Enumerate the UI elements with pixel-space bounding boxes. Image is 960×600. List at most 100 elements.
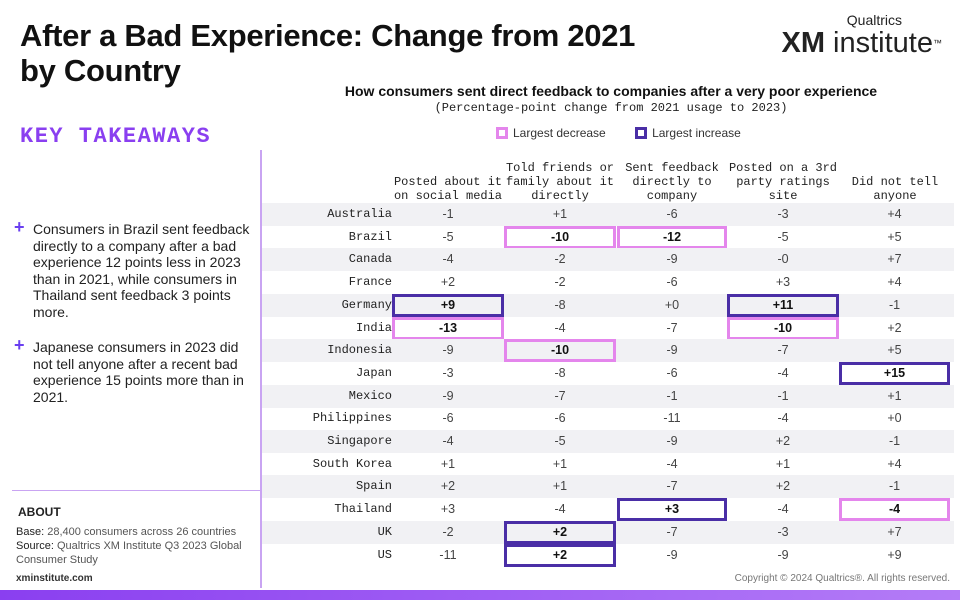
column-header: Told friends or family about it directly: [505, 161, 615, 203]
value-cell: -6: [554, 411, 566, 426]
value-cell: +1: [552, 479, 568, 494]
value-cell: +1: [775, 456, 791, 471]
column-header: Sent feedback directly to company: [625, 161, 719, 203]
logo-xm-institute-text: XM institute™: [772, 28, 942, 58]
value-cell: -1: [888, 434, 901, 448]
plus-icon: +: [14, 217, 25, 237]
value-cell-largest-increase: +2: [504, 543, 616, 567]
takeaway-text: Consumers in Brazil sent feedback direct…: [33, 221, 250, 320]
value-cell: +5: [887, 229, 902, 244]
country-label: Australia: [327, 207, 392, 221]
legend-largest-increase: Largest increase: [635, 126, 741, 140]
country-label: Thailand: [334, 502, 392, 517]
chart-subtitle: (Percentage-point change from 2021 usage…: [434, 101, 788, 115]
value-cell: -4: [666, 456, 678, 471]
table-row: Canada -4 -2 -9 -0 +7: [262, 248, 954, 272]
value-cell: -7: [666, 479, 678, 494]
logo-qualtrics-text: Qualtrics: [846, 12, 902, 28]
value-cell-largest-decrease: -13: [392, 316, 504, 340]
table-row: Mexico -9 -7 -1 -1 +1: [262, 384, 954, 408]
value-cell: -11: [439, 547, 457, 562]
copyright-text: Copyright © 2024 Qualtrics®. All rights …: [734, 573, 950, 584]
value-cell: -8: [554, 365, 566, 380]
about-source-text: Qualtrics XM Institute Q3 2023 Global Co…: [16, 540, 242, 566]
value-cell: -2: [554, 275, 566, 290]
value-cell: +4: [887, 456, 902, 471]
country-label: Indonesia: [327, 343, 392, 358]
table-row: Spain +2 +1 -7 +2 -1: [262, 475, 954, 499]
value-cell: -6: [442, 411, 454, 426]
about-base: Base: 28,400 consumers across 26 countri…: [16, 526, 260, 540]
value-cell: -7: [777, 343, 789, 358]
table-row: India -13 -4 -7 -10 +2: [262, 316, 954, 340]
value-cell: -9: [666, 547, 678, 562]
value-cell-largest-decrease: -10: [727, 316, 839, 340]
logo-trademark: ™: [933, 38, 942, 48]
page-title: After a Bad Experience: Change from 2021…: [20, 18, 636, 88]
value-cell: -2: [442, 524, 454, 539]
value-cell: +1: [887, 388, 902, 403]
takeaway-item: + Japanese consumers in 2023 did not tel…: [14, 335, 250, 405]
takeaway-text: Japanese consumers in 2023 did not tell …: [33, 339, 244, 405]
value-cell: +2: [887, 320, 902, 335]
value-cell: -3: [777, 524, 789, 539]
value-cell: -4: [442, 434, 454, 448]
value-cell-largest-decrease: -10: [504, 339, 616, 363]
column-header: Posted about it on social media: [393, 175, 503, 203]
column-header: Did not tell anyone: [851, 175, 939, 203]
value-cell: +1: [440, 456, 456, 471]
about-source-label: Source:: [16, 540, 54, 552]
table-row: Indonesia -9 -10 -9 -7 +5: [262, 339, 954, 363]
value-cell: -4: [554, 502, 566, 517]
country-label: Philippines: [312, 411, 392, 426]
value-cell: +2: [775, 479, 791, 494]
value-cell: -1: [666, 388, 678, 403]
value-cell: +0: [887, 411, 902, 426]
bottom-accent-bar: [0, 590, 960, 600]
country-label: Canada: [348, 252, 392, 267]
plus-icon: +: [14, 335, 25, 355]
value-cell: -3: [442, 365, 454, 380]
value-cell: -4: [777, 411, 789, 426]
value-cell: +2: [440, 479, 456, 494]
value-cell: -6: [666, 207, 678, 221]
xminstitute-link[interactable]: xminstitute.com: [16, 573, 93, 584]
value-cell: -6: [666, 275, 678, 290]
value-cell: -0: [777, 252, 789, 267]
value-cell: -7: [554, 388, 566, 403]
country-label: Singapore: [327, 434, 392, 448]
column-header: Posted on a 3rd party ratings site: [728, 161, 838, 203]
value-cell: -1: [777, 388, 789, 403]
about-source: Source: Qualtrics XM Institute Q3 2023 G…: [16, 540, 260, 567]
value-cell: +7: [887, 524, 902, 539]
about-base-text: 28,400 consumers across 26 countries: [47, 526, 237, 538]
key-takeaways-heading: KEY TAKEAWAYS: [20, 124, 212, 149]
value-cell: +0: [664, 297, 680, 312]
legend-label: Largest decrease: [513, 126, 606, 140]
value-cell: -6: [666, 365, 678, 380]
value-cell: -4: [442, 252, 454, 267]
table-row: South Korea +1 +1 -4 +1 +4: [262, 453, 954, 476]
value-cell-largest-increase: +15: [839, 361, 950, 385]
country-label: Brazil: [348, 229, 392, 244]
table-row: Singapore -4 -5 -9 +2 -1: [262, 430, 954, 453]
about-base-label: Base:: [16, 526, 45, 538]
qualtrics-xm-institute-logo: Qualtrics XM institute™: [772, 12, 942, 58]
value-cell: +2: [440, 275, 456, 290]
country-label: Japan: [355, 365, 392, 380]
legend-largest-decrease: Largest decrease: [496, 126, 606, 140]
table-row: UK -2 +2 -7 -3 +7: [262, 520, 954, 544]
about-heading: ABOUT: [18, 505, 61, 519]
value-cell: -1: [888, 479, 901, 494]
value-cell-largest-decrease: -4: [839, 498, 950, 522]
value-cell: -9: [442, 343, 454, 358]
country-label: UK: [377, 524, 392, 539]
value-cell: +5: [887, 343, 902, 358]
legend-label: Largest increase: [652, 126, 741, 140]
value-cell: -9: [442, 388, 454, 403]
chart-title: How consumers sent direct feedback to co…: [344, 83, 878, 99]
takeaway-item: + Consumers in Brazil sent feedback dire…: [14, 217, 250, 321]
value-cell: +4: [887, 275, 902, 290]
table-row: France +2 -2 -6 +3 +4: [262, 271, 954, 294]
value-cell: -2: [554, 252, 566, 267]
